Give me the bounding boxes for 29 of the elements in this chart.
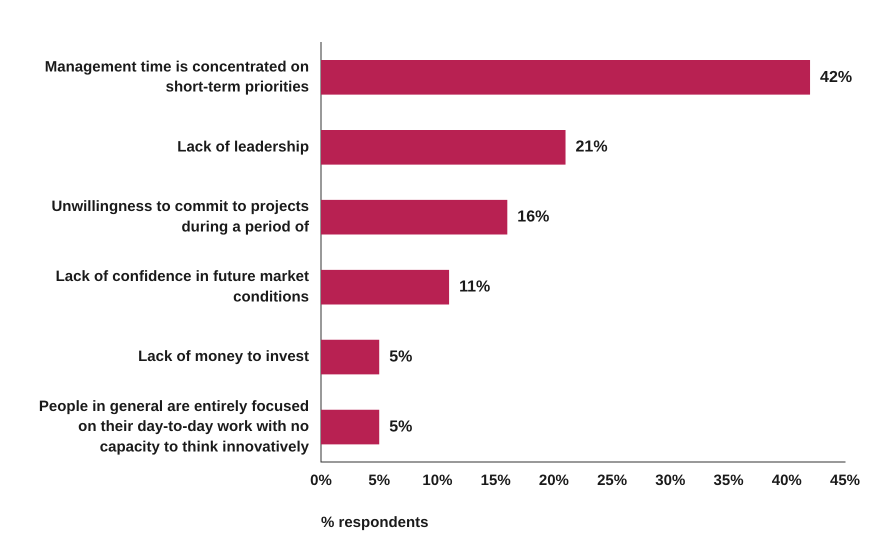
x-tick-label: 0% [310,472,332,490]
data-label: 42% [820,68,852,86]
x-tick-label: 10% [422,472,452,490]
x-tick-label: 5% [368,472,390,490]
y-tick-label: People in general are entirely focused on their day-to-day work with no capacity to think innovatively [38,398,310,456]
y-tick-label: Unwillingness to commit to projects during a period of [51,198,310,236]
data-label: 5% [389,418,412,436]
x-tick-label: 40% [772,472,802,490]
bar [321,130,566,165]
y-tick-label: Management time is concentrated on short-term priorities [44,58,309,96]
y-tick-label: Lack of money to invest [138,348,310,366]
bar [321,340,380,374]
data-label: 5% [389,348,412,366]
x-tick-label: 20% [538,472,569,490]
y-tick-label: Lack of leadership [177,138,309,156]
bar [321,200,508,235]
x-axis-title: % respondents [321,514,429,532]
bar [321,410,380,444]
x-tick-label: 30% [655,472,686,490]
x-tick-label: 25% [597,472,628,490]
data-label: 16% [517,208,550,226]
x-tick-label: 45% [830,472,860,490]
bar [321,60,810,95]
bar [321,270,450,304]
x-tick-label: 35% [714,472,744,490]
x-tick-label: 15% [480,472,511,490]
data-label: 11% [459,278,490,296]
data-label: 21% [576,138,608,156]
y-tick-label: Lack of confidence in future market conditions [56,268,310,306]
